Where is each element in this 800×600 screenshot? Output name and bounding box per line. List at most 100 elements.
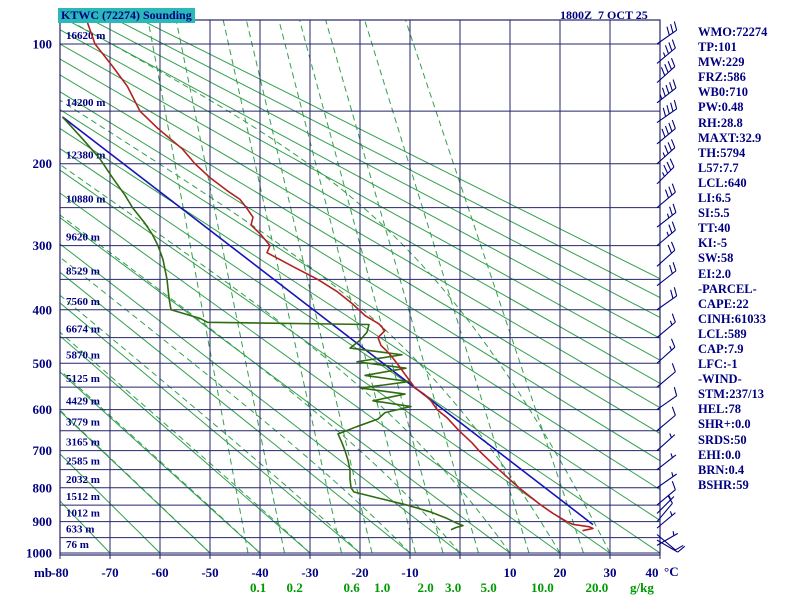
height-label: 7560 m — [66, 296, 100, 308]
mixing-ratio-label: 0.6 — [344, 580, 361, 595]
temperature-tick-label: 40 — [646, 565, 659, 580]
stat-line: TP:101 — [698, 40, 737, 55]
dry-adiabat — [60, 108, 660, 491]
height-label: 633 m — [66, 524, 94, 536]
dry-adiabat — [60, 148, 660, 554]
wind-barb — [656, 433, 676, 452]
dry-adiabat — [60, 192, 561, 554]
stat-line: BSHR:59 — [698, 477, 749, 492]
stat-line: CAPE:22 — [698, 296, 749, 311]
stat-line: EI:2.0 — [698, 266, 731, 281]
dry-adiabat — [60, 271, 411, 554]
plot-frame — [59, 19, 661, 556]
sounding-datetime: 1800Z 7 OCT 25 — [560, 8, 648, 22]
pressure-label: 100 — [33, 37, 53, 52]
background-isolines — [60, 20, 660, 554]
stat-line: MAXT:32.9 — [698, 130, 762, 145]
wind-barb — [656, 287, 678, 311]
wind-barb — [656, 79, 677, 104]
axis-labels: 0.1 0.2 0.6 1.0 2.0 3.0 5.0 10.0 20.0 100 200 300 40… — [26, 30, 679, 595]
parcel-trace — [62, 116, 594, 526]
dry-adiabat — [60, 243, 461, 554]
sounding-title: KTWC (72274) Sounding — [58, 8, 195, 23]
mixing-ratio-label: 2.0 — [418, 580, 434, 595]
dry-adiabat — [60, 169, 611, 554]
wind-barb — [656, 472, 677, 489]
mixing-ratio-label: 5.0 — [481, 580, 497, 595]
height-label: 8529 m — [66, 265, 100, 277]
wind-barb — [656, 58, 676, 84]
pressure-unit-label: mb — [34, 565, 52, 580]
wind-barb — [656, 495, 673, 523]
temperature-tick-label: 20 — [554, 565, 567, 580]
wind-barb — [656, 539, 686, 553]
stat-line: PW:0.48 — [698, 100, 744, 115]
dry-adiabat — [60, 335, 311, 554]
pressure-label: 700 — [33, 443, 53, 458]
height-label: 5870 m — [66, 349, 100, 361]
wind-barb — [656, 139, 676, 165]
dry-adiabat — [90, 20, 660, 319]
stat-line: LCL:589 — [698, 326, 747, 341]
dry-adiabat — [60, 552, 61, 553]
height-label: 4429 m — [66, 396, 100, 408]
mixing-ratio-line — [325, 20, 479, 554]
temperature-tick-label: -10 — [401, 565, 418, 580]
temperature-tick-label: -30 — [301, 565, 318, 580]
pressure-label: 900 — [33, 514, 53, 529]
stat-line: LCL:640 — [698, 175, 747, 190]
wind-barb — [656, 481, 676, 506]
moist-adiabat — [60, 256, 411, 554]
dry-adiabat — [60, 58, 660, 409]
pressure-label: 800 — [33, 480, 53, 495]
height-label: 2585 m — [66, 456, 100, 468]
mixing-ratio-line — [147, 20, 249, 554]
dewpoint-trace — [61, 116, 464, 531]
wind-barb — [656, 183, 676, 209]
height-label: 1512 m — [66, 491, 100, 503]
height-label: 14200 m — [66, 97, 105, 109]
wind-barb — [656, 221, 676, 247]
stat-line: WMO:72274 — [698, 25, 768, 39]
moist-adiabat — [60, 331, 311, 554]
height-label: 16620 m — [66, 30, 105, 42]
stat-line: -PARCEL- — [698, 281, 757, 296]
stat-line: TH:5794 — [698, 145, 746, 160]
moist-adiabat — [60, 214, 461, 554]
moist-adiabat — [60, 99, 561, 554]
stat-line: SW:58 — [698, 251, 734, 266]
stat-line: CAP:7.9 — [698, 341, 744, 356]
wind-barb — [656, 453, 677, 471]
stat-line: SI:5.5 — [698, 206, 730, 221]
wind-barb — [656, 511, 676, 529]
dry-adiabat — [60, 29, 660, 361]
height-label: 1012 m — [66, 508, 100, 520]
dry-adiabat — [60, 216, 511, 554]
dry-adiabat — [60, 91, 660, 462]
stat-line: RH:28.8 — [698, 115, 743, 130]
dry-adiabat — [65, 20, 660, 339]
dry-adiabat — [60, 453, 161, 554]
height-label: 6674 m — [66, 324, 100, 336]
wind-barb — [656, 203, 677, 228]
moist-adiabat — [76, 23, 611, 554]
moist-adiabat — [60, 369, 261, 554]
wind-barb — [656, 363, 676, 388]
dry-adiabat — [140, 20, 660, 280]
stat-line: KI:-5 — [698, 236, 728, 251]
wind-barb — [656, 262, 677, 287]
mixing-ratio-label: 3.0 — [445, 580, 461, 595]
pressure-label: 200 — [33, 156, 53, 171]
mixing-ratio-unit-label: g/kg — [630, 580, 654, 595]
mixing-ratio-label: 0.1 — [250, 580, 266, 595]
pressure-label: 500 — [33, 356, 53, 371]
wind-barb — [656, 39, 676, 64]
mixing-ratio-line — [299, 20, 444, 554]
mixing-ratio-label: 1.0 — [374, 580, 390, 595]
pressure-label: 300 — [33, 238, 53, 253]
height-label: 3779 m — [66, 417, 100, 429]
mixing-ratio-label: 10.0 — [531, 580, 554, 595]
dry-adiabat — [115, 20, 660, 299]
height-label: 12380 m — [66, 150, 105, 162]
